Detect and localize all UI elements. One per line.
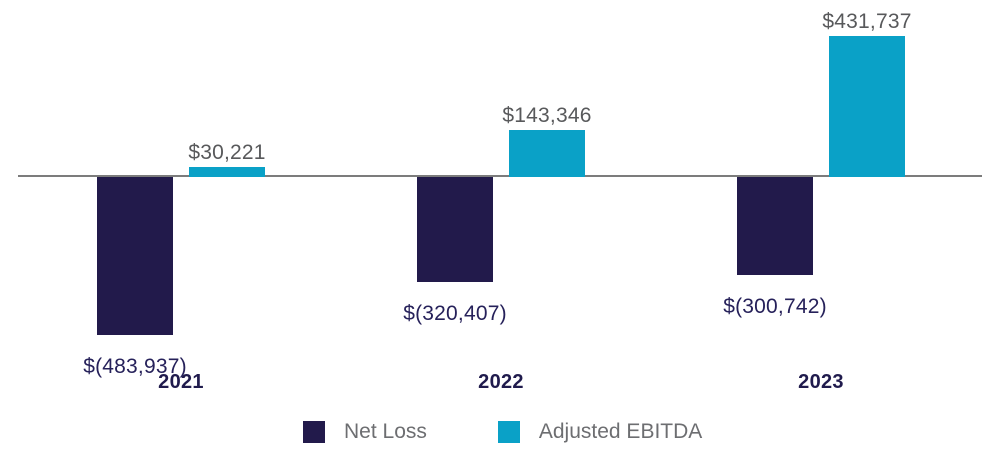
year-label-2023: 2023: [798, 371, 844, 393]
net-loss-value-label-2023: $(300,742): [723, 295, 827, 319]
adjusted-ebitda-bar-2022: [509, 130, 585, 177]
net-loss-bar-2021: [97, 177, 173, 336]
legend-label-net-loss: Net Loss: [344, 420, 427, 443]
legend-item-net-loss: Net Loss: [303, 420, 427, 443]
x-axis-line: [18, 175, 982, 177]
net-loss-value-label-2022: $(320,407): [403, 301, 507, 325]
net-loss-value-label-2021: $(483,937): [83, 355, 187, 379]
net-loss-bar-2022: [417, 177, 493, 282]
adjusted-ebitda-bar-2021: [189, 167, 265, 177]
year-label-2021: 2021: [158, 371, 204, 393]
adjusted-ebitda-value-label-2021: $30,221: [188, 141, 266, 165]
legend-item-adjusted-ebitda: Adjusted EBITDA: [497, 420, 703, 443]
adjusted-ebitda-bar-2023: [829, 35, 905, 177]
adjusted-ebitda-value-label-2023: $431,737: [822, 9, 912, 33]
net-loss-swatch: [303, 420, 325, 443]
adjusted-ebitda-value-label-2022: $143,346: [502, 104, 592, 128]
legend-label-adjusted-ebitda: Adjusted EBITDA: [538, 420, 703, 443]
adjusted-ebitda-swatch: [497, 420, 520, 443]
year-label-2022: 2022: [478, 371, 524, 393]
legend: Net Loss Adjusted EBITDA: [303, 420, 702, 443]
net-loss-bar-2023: [737, 177, 813, 276]
